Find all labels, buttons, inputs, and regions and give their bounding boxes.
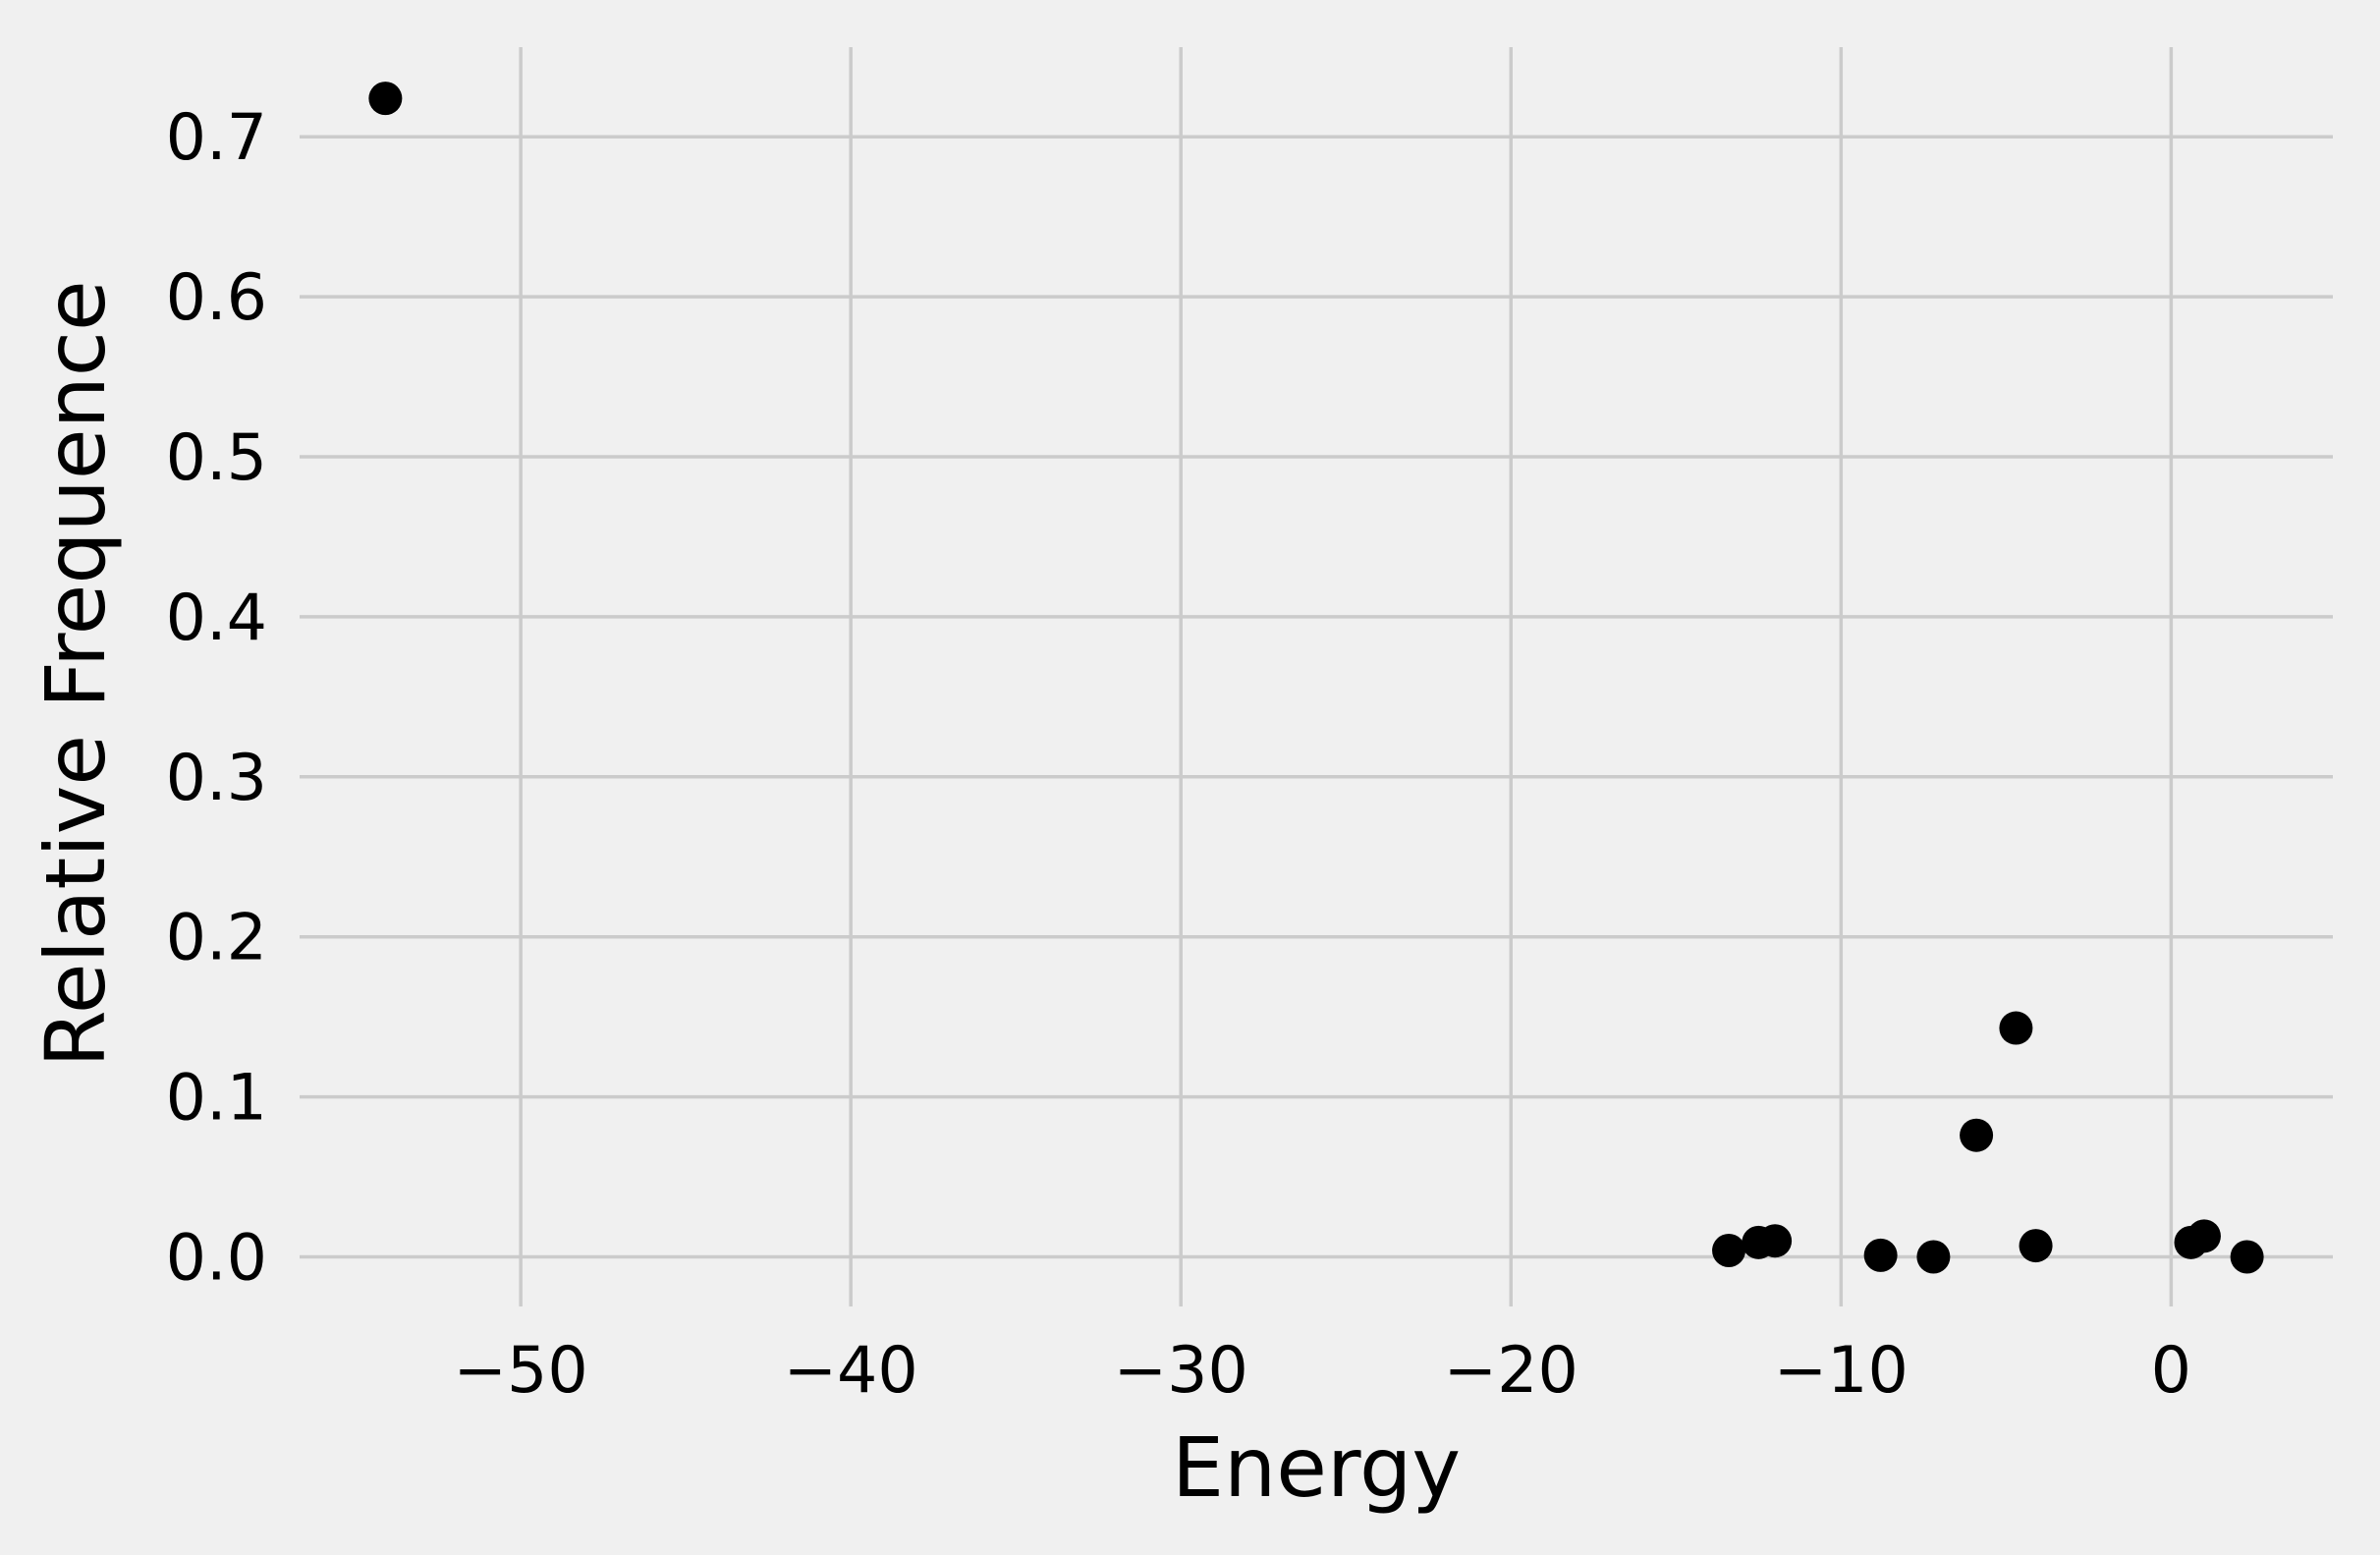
y-tick-labels: 0.0 0.1 0.2 0.3 0.4 0.5 0.6 0.7 (166, 101, 267, 1295)
data-points (368, 82, 2264, 1274)
data-point (2186, 1219, 2221, 1253)
y-tick-label: 0.1 (166, 1062, 267, 1136)
x-tick-label: −50 (454, 1334, 588, 1408)
y-tick-label: 0.5 (166, 421, 267, 495)
y-tick-label: 0.7 (166, 101, 267, 175)
x-tick-label: −30 (1114, 1334, 1248, 1408)
x-tick-label: −10 (1774, 1334, 1909, 1408)
data-point (1758, 1224, 1793, 1258)
x-axis-label: Energy (1172, 1419, 1461, 1516)
data-point (1712, 1233, 1746, 1267)
data-point (2230, 1240, 2264, 1274)
data-point (1916, 1240, 1951, 1274)
y-tick-label: 0.6 (166, 261, 267, 335)
data-point (1960, 1118, 1994, 1152)
data-point (2019, 1229, 2053, 1263)
y-axis-label: Relative Frequence (28, 280, 124, 1067)
x-tick-label: −40 (784, 1334, 918, 1408)
y-tick-label: 0.0 (166, 1222, 267, 1296)
y-tick-label: 0.4 (166, 582, 267, 655)
x-tick-label: 0 (2151, 1334, 2191, 1408)
y-grid-lines (300, 135, 2333, 1259)
data-point (1863, 1238, 1898, 1272)
data-point (368, 82, 403, 116)
y-tick-label: 0.2 (166, 902, 267, 975)
data-point (1999, 1011, 2033, 1045)
x-tick-labels: −50 −40 −30 −20 −10 0 (454, 1334, 2191, 1408)
x-grid-lines (519, 47, 2174, 1306)
y-tick-label: 0.3 (166, 742, 267, 815)
x-tick-label: −20 (1444, 1334, 1578, 1408)
